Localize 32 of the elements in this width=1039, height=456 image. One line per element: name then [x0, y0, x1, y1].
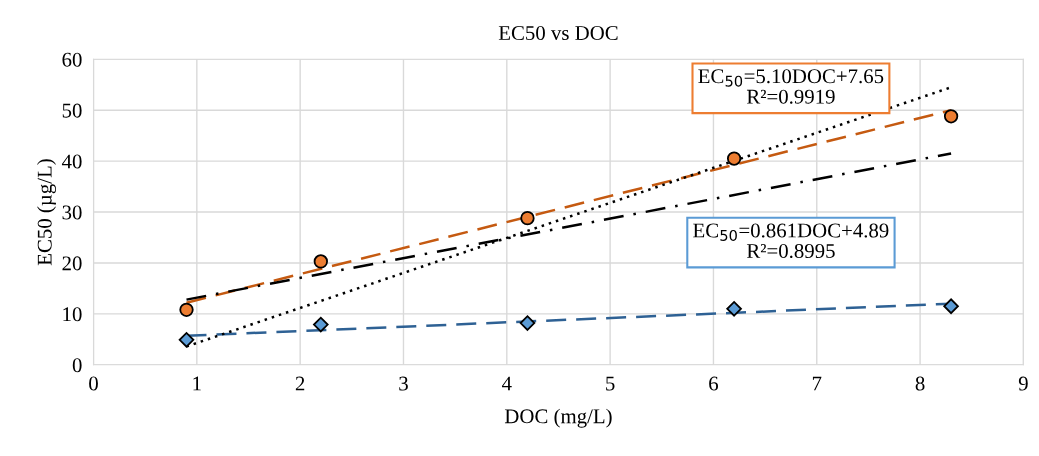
x-tick-label: 3: [399, 376, 408, 391]
x-tick-label: 4: [502, 376, 512, 391]
x-axis-title: DOC (mg/L): [504, 408, 612, 428]
x-tick-label: 1: [193, 376, 201, 391]
y-axis-title: EC50 (µg/L): [37, 159, 57, 266]
y-tick-label: 40: [61, 154, 82, 169]
x-tick-label: 6: [709, 376, 719, 391]
point: [943, 298, 959, 315]
point: [726, 151, 742, 166]
y-tick-label: 20: [62, 256, 82, 271]
point: [313, 254, 328, 269]
point: [726, 301, 742, 317]
x-tick-label: 5: [606, 376, 615, 391]
point: [178, 332, 195, 348]
annotation: EC$_{50}$=5.10DOC+7.65 R²=0.9919: [698, 69, 884, 104]
chart-title: EC50 vs DOC: [498, 25, 618, 41]
x-tick-label: 8: [915, 376, 925, 391]
y-tick-label: 0: [72, 358, 82, 373]
x-tick-label: 7: [812, 376, 822, 391]
point: [313, 316, 329, 333]
point: [179, 302, 194, 317]
point: [519, 315, 536, 331]
annotation: EC$_{50}$=0.861DOC+4.89 R²=0.8995: [693, 223, 889, 259]
x-tick-label: 0: [89, 376, 98, 391]
point: [943, 109, 959, 124]
y-tick-label: 30: [62, 205, 82, 220]
point: [520, 210, 535, 226]
x-tick-label: 9: [1018, 376, 1028, 391]
x-tick-label: 2: [295, 376, 305, 391]
y-tick-label: 60: [62, 52, 82, 67]
y-tick-label: 50: [62, 103, 82, 118]
y-tick-label: 10: [63, 307, 82, 322]
